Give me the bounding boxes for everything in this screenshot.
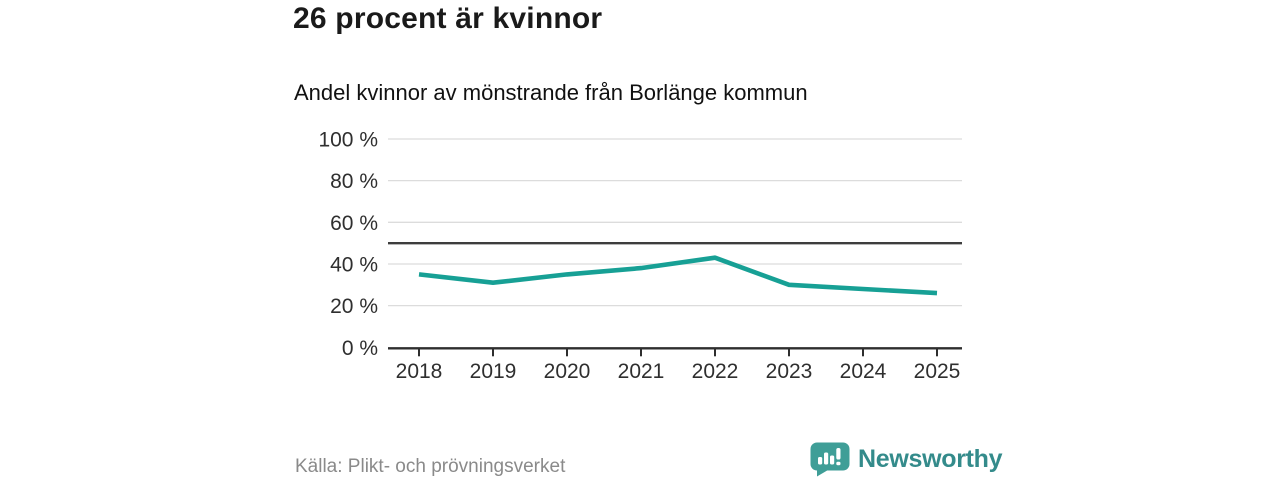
x-tick-label: 2018 [396, 360, 443, 383]
source-attribution: Källa: Plikt- och prövningsverket [295, 456, 566, 477]
chart-headline: 26 procent är kvinnor [293, 2, 603, 35]
bar-chart-speech-bubble-icon [810, 442, 850, 477]
series-line [418, 255, 938, 296]
x-tick-label: 2024 [840, 360, 887, 383]
y-tick-label: 0 % [342, 337, 378, 360]
x-tick-label: 2019 [470, 360, 517, 383]
x-tick-label: 2020 [544, 360, 591, 383]
brand-name: Newsworthy [858, 445, 1003, 473]
y-tick-label: 60 % [330, 212, 378, 235]
chart-subtitle: Andel kvinnor av mönstrande från Borläng… [294, 80, 808, 105]
y-tick-label: 100 % [318, 129, 378, 152]
x-tick-label: 2025 [914, 360, 961, 383]
x-tick-label: 2022 [692, 360, 739, 383]
x-tick-label: 2021 [618, 360, 665, 383]
y-tick-label: 40 % [330, 253, 378, 276]
y-tick-label: 80 % [330, 170, 378, 193]
y-tick-label: 20 % [330, 295, 378, 318]
x-tick-label: 2023 [766, 360, 813, 383]
line-chart: 0 % 20 % 40 % 60 % 80 % 100 % 2018 2019 2020 2021… [318, 129, 962, 383]
newsworthy-logo[interactable]: Newsworthy [810, 442, 1003, 477]
